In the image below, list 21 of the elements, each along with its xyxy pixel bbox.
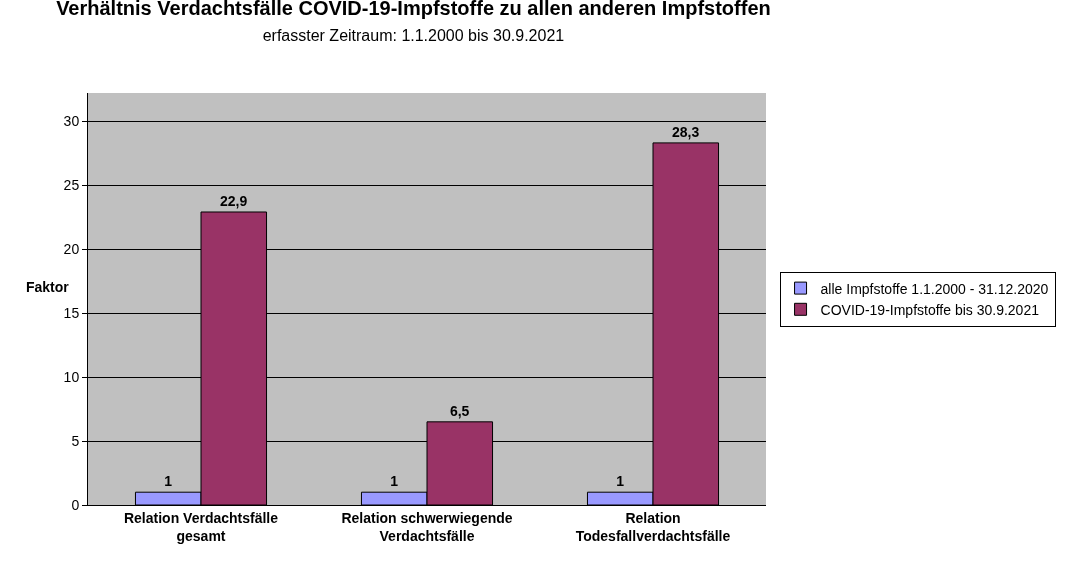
text: 22,9: [220, 192, 248, 209]
y-tick-label: 5: [71, 432, 80, 449]
legend-label: COVID-19-Impfstoffe bis 30.9.2021: [820, 301, 1040, 318]
y-tick-label: 10: [63, 368, 80, 385]
chart-subtitle: erfasster Zeitraum: 1.1.2000 bis 30.9.2021: [262, 26, 565, 44]
x-tick-label: Relation Verdachtsfälle gesamt: [123, 509, 279, 544]
text: 1: [164, 473, 173, 490]
text: 1: [616, 473, 625, 490]
y-tick-label: 20: [63, 241, 80, 257]
x-tick-label: Relation Todesfallverdachtsfälle: [575, 509, 731, 544]
text: 28,3: [672, 123, 700, 140]
legend-label: alle Impfstoffe 1.1.2000 - 31.12.2020: [820, 280, 1049, 297]
x-tick-label: Relation schwerwiegende Verdachtsfälle: [341, 509, 513, 544]
y-tick-label: 15: [63, 304, 80, 321]
text: 6,5: [449, 402, 470, 419]
chart-title: Verhältnis Verdachtsfälle COVID-19-Impfstoffe zu allen anderen Impfstoffen: [56, 0, 771, 19]
y-axis-title: Faktor: [26, 279, 70, 295]
text: 1: [390, 473, 399, 490]
y-tick-label: 0: [71, 496, 80, 513]
y-tick-label: 25: [63, 177, 80, 194]
y-tick-label: 30: [63, 113, 80, 130]
